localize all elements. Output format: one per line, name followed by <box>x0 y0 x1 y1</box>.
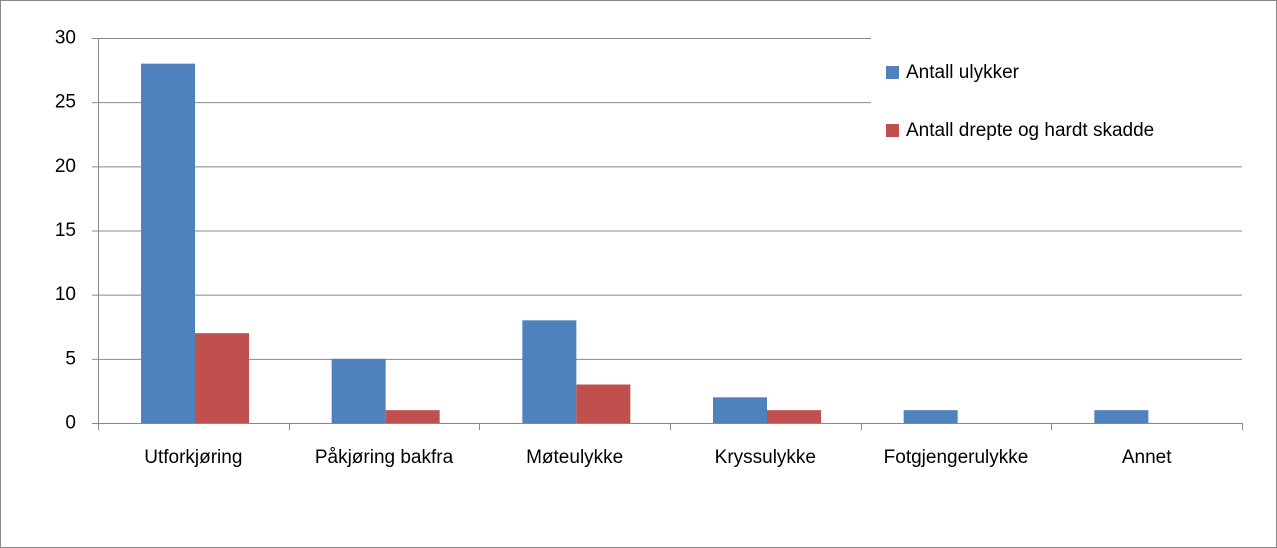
bar <box>385 410 440 423</box>
bar <box>1094 410 1149 423</box>
x-tick-label: Fotgjengerulykke <box>884 447 1029 468</box>
y-tick-label: 5 <box>65 348 76 369</box>
bar <box>713 397 767 423</box>
y-tick-label: 30 <box>55 28 76 49</box>
x-tick-label: Utforkjøring <box>144 447 242 468</box>
bar <box>767 410 821 423</box>
bar <box>331 358 386 423</box>
x-tick-label: Påkjøring bakfra <box>315 447 454 468</box>
y-tick-label: 0 <box>65 413 76 434</box>
y-tick-label: 15 <box>55 220 76 241</box>
bar <box>903 410 958 423</box>
y-tick-label: 20 <box>55 156 76 177</box>
legend-swatch <box>886 66 899 79</box>
x-tick-label: Annet <box>1122 447 1172 468</box>
x-tick-label: Møteulykke <box>526 447 623 468</box>
y-tick-label: 25 <box>55 92 76 113</box>
x-tick-label: Kryssulykke <box>715 447 816 468</box>
bar <box>141 63 195 424</box>
y-tick-label: 10 <box>55 284 76 305</box>
bar <box>195 333 249 423</box>
bar <box>522 320 577 423</box>
bar <box>576 384 631 423</box>
legend-box <box>871 36 1243 163</box>
legend-label: Antall ulykker <box>906 62 1020 83</box>
legend-label: Antall drepte og hardt skadde <box>906 120 1154 141</box>
legend-swatch <box>886 124 899 137</box>
